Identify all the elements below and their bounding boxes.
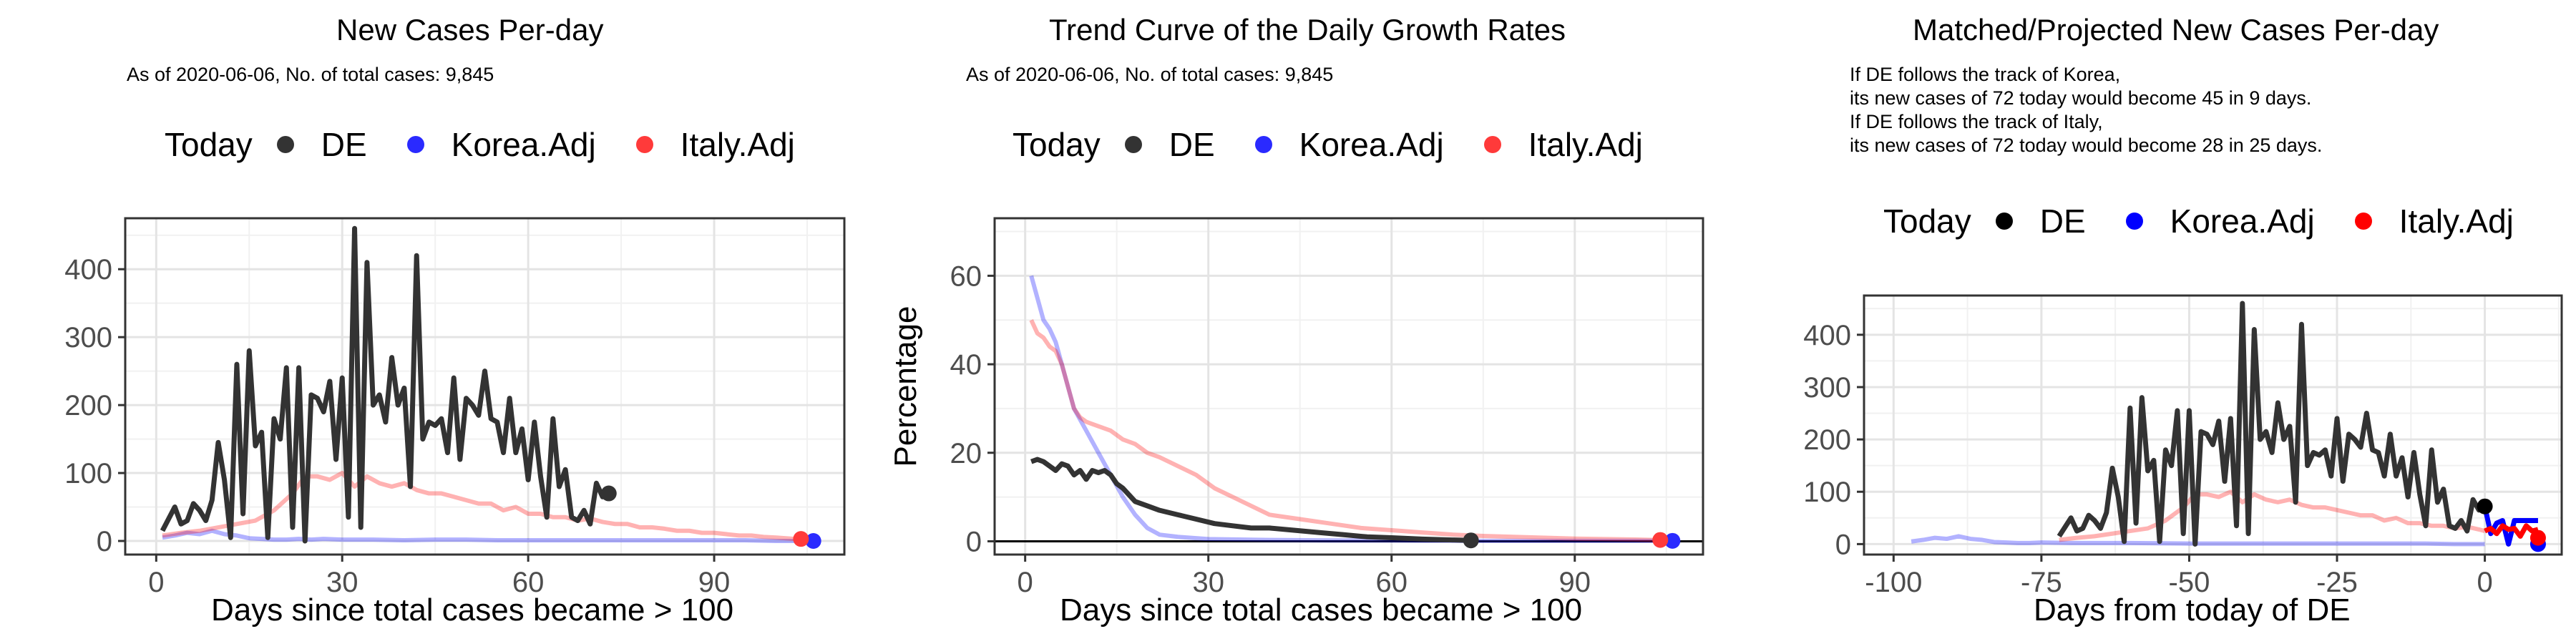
x-tick-label: -75: [2021, 567, 2062, 598]
legend-label-korea: Korea.Adj: [1299, 126, 1444, 163]
x-axis-label: Days since total cases became > 100: [1060, 592, 1583, 628]
chart-title: Trend Curve of the Daily Growth Rates: [1049, 13, 1566, 47]
series-line-korea-adj: [162, 528, 814, 544]
panel-projected: Matched/Projected New Cases Per-day If D…: [1717, 0, 2576, 644]
x-tick-label: 0: [148, 567, 164, 598]
legend-label-italy: Italy.Adj: [680, 126, 795, 163]
plot-border: [1863, 294, 2563, 556]
legend-label-de: DE: [321, 126, 367, 163]
today-point-de: [2477, 498, 2493, 514]
y-tick-label: 100: [64, 458, 112, 489]
x-axis-label: Days from today of DE: [2034, 592, 2351, 628]
note-line: If DE follows the track of Italy,: [1850, 111, 2103, 132]
y-axis-label: Percentage: [888, 306, 923, 467]
today-point-italy-adj: [2529, 530, 2546, 546]
y-tick-label: 200: [64, 390, 112, 421]
x-tick-label: -25: [2316, 567, 2358, 598]
y-tick-label: 0: [966, 526, 982, 557]
legend-dot-de: [1995, 213, 2013, 230]
today-point-de: [600, 485, 617, 502]
x-tick-label: 60: [512, 567, 545, 598]
legend-label-korea: Korea.Adj: [2170, 203, 2315, 240]
y-tick-label: 400: [64, 254, 112, 286]
x-axis-label: Days since total cases became > 100: [211, 592, 734, 628]
growth-rate-chart: 0 30 60 90 0 20 40 60 Percentage: [888, 217, 1704, 598]
legend-dot-de: [276, 136, 294, 153]
chart-subtitle: As of 2020-06-06, No. of total cases: 9,…: [127, 64, 494, 85]
legend-dot-italy: [1483, 136, 1501, 153]
x-tick-label: -100: [1865, 567, 1922, 598]
x-tick-label: 60: [1375, 567, 1407, 598]
legend: Today DE Korea.Adj Italy.Adj: [165, 125, 835, 164]
legend-label-italy: Italy.Adj: [2399, 203, 2514, 240]
x-tick-label: 0: [1018, 567, 1033, 598]
gridlines: [1864, 296, 2562, 555]
y-tick-label: 60: [950, 260, 982, 292]
legend-label-italy: Italy.Adj: [1528, 126, 1643, 163]
y-tick-label: 300: [1803, 372, 1851, 404]
y-tick-label: 100: [1803, 477, 1851, 508]
y-tick-label: 200: [1803, 424, 1851, 456]
legend-title: Today: [1883, 203, 1971, 240]
y-tick-label: 0: [97, 526, 112, 557]
projection-notes: If DE follows the track of Korea, its ne…: [1850, 63, 2322, 157]
legend-title: Today: [165, 126, 253, 163]
chart-title: Matched/Projected New Cases Per-day: [1913, 13, 2439, 47]
y-tick-label: 0: [1835, 529, 1851, 560]
x-tick-label: -50: [2169, 567, 2210, 598]
legend-dot-de: [1124, 136, 1142, 153]
series-line-de: [1030, 457, 1471, 543]
legend-dot-italy: [2354, 213, 2372, 230]
x-tick-label: 90: [1559, 567, 1591, 598]
legend-label-de: DE: [2039, 203, 2086, 240]
today-point-italy-adj: [793, 531, 809, 547]
panel-new-cases: New Cases Per-day As of 2020-06-06, No. …: [0, 0, 859, 644]
today-point-korea-adj: [805, 533, 821, 550]
panel-growth-rates: Trend Curve of the Daily Growth Rates As…: [859, 0, 1717, 644]
x-tick-label: 30: [1192, 567, 1224, 598]
legend: Today DE Korea.Adj Italy.Adj: [1013, 125, 1683, 164]
legend-label-korea: Korea.Adj: [451, 126, 596, 163]
y-tick-label: 300: [64, 322, 112, 353]
series-line-italy-adj: [1029, 318, 1654, 542]
series-line-korea-adj: [1911, 534, 2485, 547]
y-tick-label: 20: [950, 438, 982, 469]
plot-border: [124, 217, 846, 556]
legend-label-de: DE: [1169, 126, 1215, 163]
y-tick-label: 400: [1803, 320, 1851, 351]
projected-cases-chart: -100 -75 -50 -25 0 0 100 200 300 400: [1803, 294, 2563, 598]
y-tick-label: 40: [950, 349, 982, 381]
note-line: its new cases of 72 today would become 4…: [1850, 87, 2312, 109]
legend-dot-korea: [2125, 213, 2143, 230]
today-point-korea-adj: [1664, 532, 1681, 549]
series-line-de: [160, 225, 610, 544]
chart-title: New Cases Per-day: [336, 13, 604, 47]
series-line-italy-adj: [162, 471, 795, 542]
gridlines: [995, 218, 1703, 555]
note-line: its new cases of 72 today would become 2…: [1850, 135, 2323, 156]
chart-subtitle: As of 2020-06-06, No. of total cases: 9,…: [966, 64, 1334, 85]
today-point-de: [1463, 532, 1479, 549]
legend-dot-korea: [406, 136, 424, 153]
plot-border: [993, 217, 1704, 556]
x-tick-label: 0: [2477, 567, 2492, 598]
new-cases-chart: 0 30 60 90 0 100 200 300 400: [64, 217, 846, 598]
legend-dot-italy: [635, 136, 653, 153]
projection-line-italy-adj: [2484, 523, 2539, 539]
legend-dot-korea: [1254, 136, 1272, 153]
x-tick-label: 30: [326, 567, 358, 598]
today-point-italy-adj: [1652, 532, 1669, 548]
x-tick-label: 90: [698, 567, 731, 598]
legend-title: Today: [1013, 126, 1101, 163]
projection-line-korea-adj: [2482, 505, 2538, 547]
note-line: If DE follows the track of Korea,: [1850, 64, 2121, 85]
series-line-de: [2057, 301, 2487, 547]
legend: Today DE Korea.Adj Italy.Adj: [1883, 202, 2554, 240]
